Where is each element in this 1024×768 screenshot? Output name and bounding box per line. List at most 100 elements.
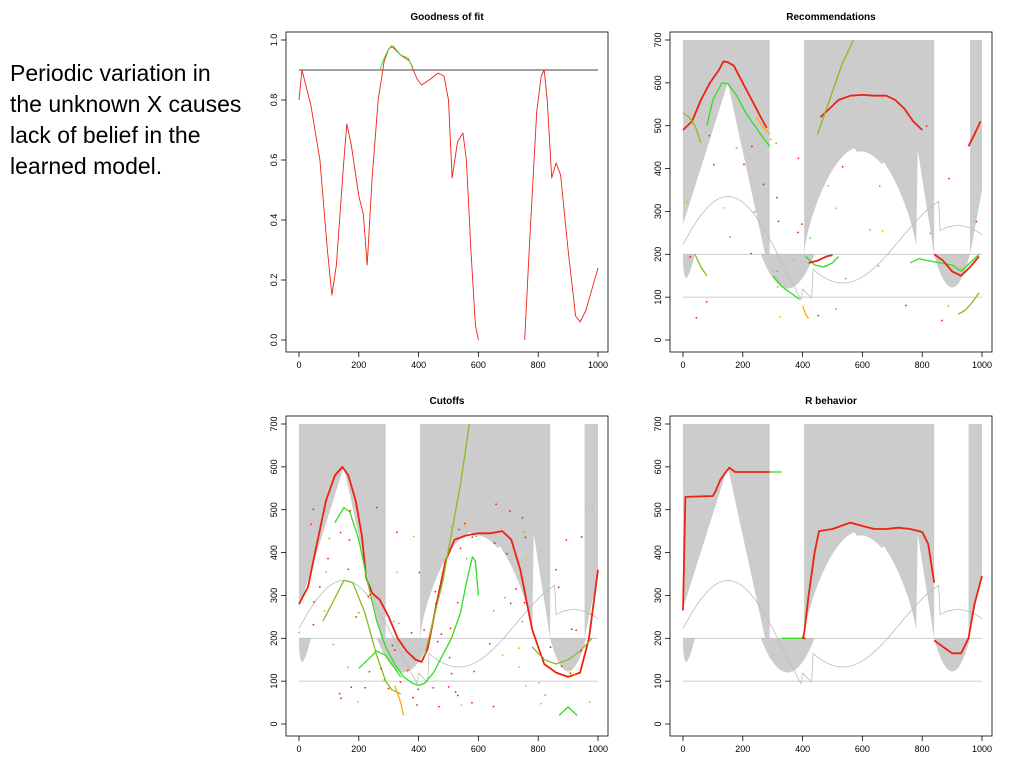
y-tick-label: 0.0 <box>269 334 279 347</box>
acceptance-band <box>683 424 770 660</box>
y-tick-label: 500 <box>653 502 663 517</box>
scatter-point <box>348 539 351 541</box>
scatter-point <box>364 686 367 689</box>
scatter-point <box>685 201 688 204</box>
y-tick-label: 600 <box>653 75 663 90</box>
acceptance-band <box>970 40 982 255</box>
scatter-point <box>705 300 708 303</box>
scatter-point <box>397 622 400 625</box>
y-tick-label: 0.6 <box>269 154 279 167</box>
series-line-red <box>682 60 768 131</box>
lower-band-wedge <box>760 254 815 289</box>
y-tick-label: 0.8 <box>269 94 279 107</box>
scatter-point <box>392 620 395 623</box>
scatter-point <box>809 237 812 239</box>
scatter-point <box>554 568 557 571</box>
scatter-point <box>387 687 390 690</box>
scatter-point <box>524 536 527 539</box>
series-line-olive <box>682 112 702 144</box>
y-tick-label: 400 <box>653 545 663 560</box>
chart-title: Cutoffs <box>430 396 465 407</box>
scatter-point <box>824 265 827 267</box>
scatter-point <box>448 656 451 659</box>
scatter-point <box>312 508 315 511</box>
lower-band-wedge <box>376 638 431 673</box>
y-tick-label: 500 <box>269 502 279 517</box>
scatter-point <box>368 670 371 673</box>
acceptance-band <box>804 40 935 255</box>
scatter-point <box>471 536 474 539</box>
scatter-point <box>541 656 544 659</box>
scatter-point <box>776 270 779 273</box>
scatter-point <box>877 265 880 267</box>
series-line-orange <box>801 305 810 319</box>
scatter-point <box>753 211 756 213</box>
y-tick-label: 300 <box>653 204 663 219</box>
scatter-point <box>689 256 692 258</box>
scatter-point <box>517 647 520 650</box>
scatter-point <box>504 596 506 599</box>
y-tick-label: 0.4 <box>269 214 279 227</box>
series-line-olive <box>816 39 854 135</box>
plot-frame <box>669 31 993 353</box>
scatter-point <box>591 508 594 511</box>
scatter-point <box>501 654 504 657</box>
scatter-point <box>340 697 342 700</box>
x-tick-label: 600 <box>471 360 486 370</box>
y-tick-label: 200 <box>653 247 663 262</box>
scatter-point <box>869 228 871 231</box>
x-tick-label: 400 <box>411 744 426 754</box>
scatter-point <box>540 702 542 705</box>
scatter-point <box>580 649 583 652</box>
scatter-point <box>695 316 698 319</box>
y-tick-label: 700 <box>269 416 279 431</box>
series-line-red <box>967 121 982 147</box>
scatter-point <box>538 681 541 684</box>
scatter-point <box>588 701 591 704</box>
scatter-point <box>459 547 462 550</box>
scatter-point <box>396 571 399 574</box>
scatter-point <box>492 541 495 544</box>
scatter-point <box>435 602 437 605</box>
scatter-point <box>844 277 847 280</box>
scatter-point <box>575 629 578 632</box>
scatter-point <box>327 557 329 560</box>
x-tick-label: 600 <box>471 744 486 754</box>
lower-band-wedge <box>683 254 695 278</box>
y-tick-label: 0 <box>653 337 663 342</box>
scatter-point <box>743 163 745 166</box>
scatter-point <box>457 528 460 531</box>
scatter-point <box>436 640 439 643</box>
scatter-point <box>509 602 512 605</box>
acceptance-band <box>968 424 982 639</box>
acceptance-band <box>299 424 386 660</box>
scatter-point <box>549 646 552 649</box>
y-tick-label: 0 <box>653 721 663 726</box>
y-tick-label: 600 <box>653 459 663 474</box>
scatter-point <box>395 531 398 534</box>
scatter-point <box>328 537 331 540</box>
scatter-point <box>776 285 779 288</box>
x-tick-label: 200 <box>735 744 750 754</box>
scatter-point <box>589 613 592 616</box>
scatter-point <box>544 694 547 697</box>
scatter-point <box>450 672 453 675</box>
scatter-point <box>454 691 457 693</box>
slide-caption: Periodic variation in the unknown X caus… <box>10 60 242 179</box>
lower-band-wedge <box>299 638 311 662</box>
scatter-point <box>312 600 315 603</box>
scatter-point <box>465 557 468 560</box>
series-line-green <box>379 45 414 71</box>
reference-curve <box>682 580 983 685</box>
scatter-point <box>827 184 830 187</box>
scatter-point <box>376 506 378 509</box>
acceptance-band <box>683 40 770 276</box>
scatter-point <box>312 623 315 626</box>
x-tick-label: 1000 <box>588 360 608 370</box>
scatter-point <box>473 670 475 673</box>
scatter-point <box>417 688 420 691</box>
scatter-point <box>456 601 459 604</box>
series-line-green <box>772 275 800 300</box>
y-tick-label: 0 <box>269 721 279 726</box>
x-tick-label: 0 <box>296 360 301 370</box>
